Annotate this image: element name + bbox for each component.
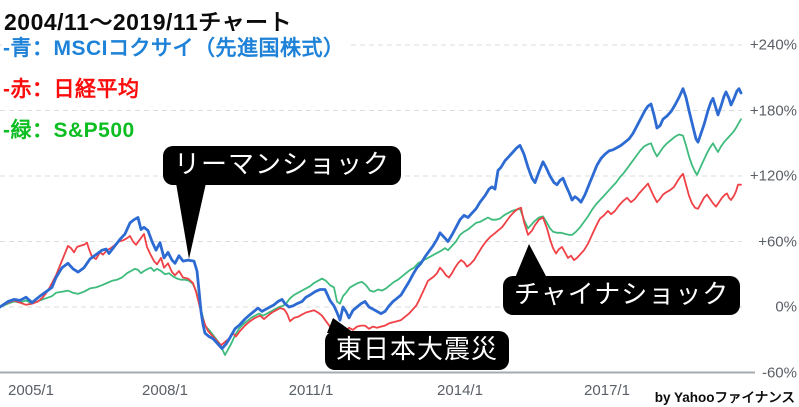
chart-legend: -青：MSCIコクサイ（先進国株式） -赤：日経平均 -緑：S&P500	[2, 31, 350, 154]
y-tick-label: -60%	[761, 364, 797, 381]
annotation-china-pointer	[515, 244, 547, 278]
annotation-lehman-pointer	[176, 183, 206, 259]
x-tick-label: 2011/1	[288, 382, 334, 399]
x-tick-label: 2008/1	[142, 382, 188, 399]
y-tick-label: +180%	[749, 102, 797, 119]
y-tick-label: +120%	[749, 167, 797, 185]
x-tick-label: 2005/1	[8, 382, 54, 399]
legend-item-msci: -青：MSCIコクサイ（先進国株式）	[2, 31, 350, 63]
x-tick-label: 2017/1	[584, 382, 630, 399]
series-line-nikkei	[0, 172, 742, 347]
annotation-tohoku-pointer	[327, 318, 354, 333]
y-tick-label: 0%	[775, 298, 797, 316]
legend-item-nikkei: -赤：日経平均	[2, 72, 145, 104]
source-credit: by Yahooファイナンス	[654, 390, 795, 405]
legend-item-sp500: -緑：S&P500	[2, 113, 140, 145]
annotation-china-shock: チャイナショック	[503, 276, 741, 316]
y-tick-label: +60%	[758, 233, 797, 250]
x-tick-label: 2014/1	[437, 382, 483, 399]
annotation-tohoku-earthquake: 東日本大震災	[325, 331, 510, 371]
series-line-sp500	[0, 118, 742, 356]
annotation-lehman-shock: リーマンショック	[163, 146, 402, 186]
y-tick-label: +240%	[749, 36, 797, 54]
series-line-msci-kokusai	[0, 87, 743, 350]
